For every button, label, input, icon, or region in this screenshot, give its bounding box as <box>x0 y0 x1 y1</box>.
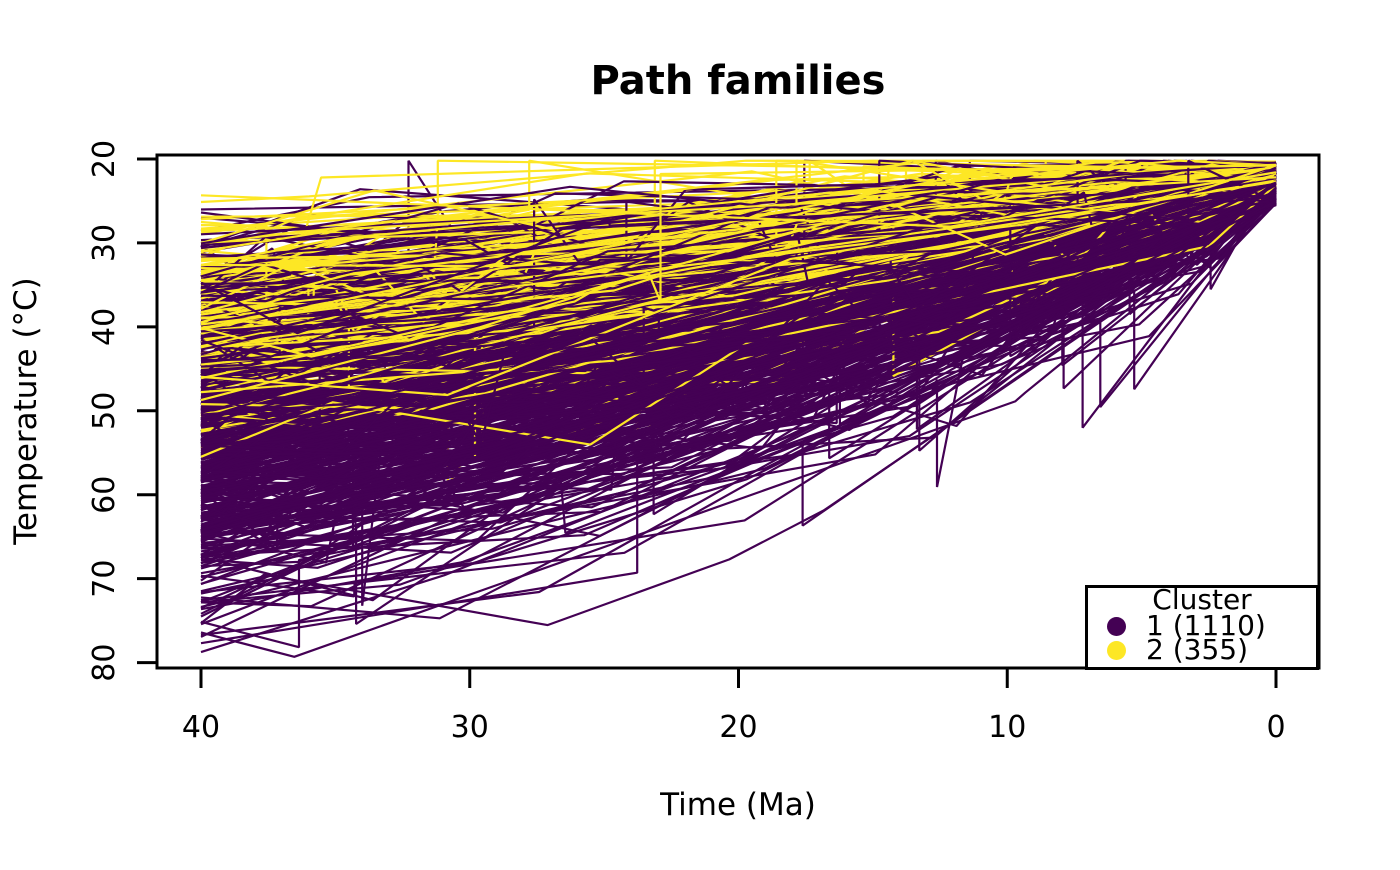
tT-path-cluster-1 <box>200 203 1277 526</box>
y-tick-label: 70 <box>87 560 122 598</box>
tT-path-cluster-1 <box>200 179 1277 493</box>
legend-item-cluster-1: 1 (1110) <box>1088 609 1316 642</box>
tT-path-cluster-2 <box>200 164 1277 402</box>
tT-path-cluster-1 <box>200 200 1277 374</box>
legend-item-cluster-2: 2 (355) <box>1088 633 1316 666</box>
tT-path-cluster-1 <box>200 195 1277 362</box>
tT-path-cluster-1 <box>200 181 1277 536</box>
tT-path-cluster-1 <box>200 197 1277 366</box>
tT-path-cluster-1 <box>200 182 1277 453</box>
tT-path-cluster-2 <box>200 159 1277 266</box>
x-tick-label: 30 <box>451 710 489 745</box>
tT-path-cluster-1 <box>200 171 1277 478</box>
tT-path-cluster-1 <box>200 179 1277 560</box>
x-tick-label: 0 <box>1266 710 1285 745</box>
tT-path-cluster-1 <box>200 184 1277 521</box>
legend-dot-cluster-1 <box>1107 616 1126 636</box>
tT-path-cluster-1 <box>200 195 1277 537</box>
legend-box: Cluster 1 (1110) 2 (355) <box>1085 585 1319 670</box>
tT-path-cluster-1 <box>200 190 1277 428</box>
tT-path-cluster-2 <box>200 182 1277 333</box>
y-tick-label: 40 <box>87 308 122 346</box>
tT-path-cluster-1 <box>200 183 1277 598</box>
legend-label-cluster-1: 1 (1110) <box>1146 609 1266 642</box>
tT-path-cluster-1 <box>200 169 1277 440</box>
legend-title: Cluster <box>1152 583 1252 616</box>
y-tick-label: 30 <box>87 224 122 262</box>
legend-label-cluster-2: 2 (355) <box>1146 633 1249 666</box>
tT-path-cluster-1 <box>200 185 1277 245</box>
tT-path-cluster-1 <box>200 159 1277 351</box>
tT-path-cluster-2 <box>200 176 1277 253</box>
x-tick-label: 10 <box>988 710 1026 745</box>
tT-path-cluster-1 <box>200 181 1277 416</box>
y-axis-label: Temperature (°C) <box>8 277 44 546</box>
tT-path-cluster-1 <box>200 187 1277 658</box>
y-tick-label: 80 <box>87 644 122 682</box>
tT-path-cluster-2 <box>200 163 1277 380</box>
tT-path-cluster-1 <box>200 181 1277 553</box>
y-tick-label: 60 <box>87 476 122 514</box>
legend-dot-cluster-2 <box>1107 640 1126 660</box>
path-lines-layer <box>200 159 1277 658</box>
x-tick-label: 40 <box>182 710 220 745</box>
tT-path-cluster-1 <box>200 191 1277 392</box>
y-tick-label: 50 <box>87 392 122 430</box>
tT-path-cluster-1 <box>200 166 1277 482</box>
x-axis-label: Time (Ma) <box>659 787 816 823</box>
tT-path-cluster-1 <box>200 203 1277 509</box>
tT-path-cluster-1 <box>200 182 1277 498</box>
tT-path-cluster-2 <box>200 171 1277 228</box>
tT-path-cluster-2 <box>200 180 1277 397</box>
tT-path-cluster-1 <box>200 198 1277 535</box>
tT-path-cluster-1 <box>200 177 1277 524</box>
tT-path-cluster-1 <box>200 201 1277 627</box>
tT-path-cluster-1 <box>200 195 1277 346</box>
tT-path-cluster-1 <box>200 185 1277 457</box>
chart-title: Path families <box>591 58 886 104</box>
axes-layer: 40 30 20 10 0 20 30 40 50 60 70 80 <box>87 140 1321 745</box>
tT-path-cluster-1 <box>200 189 1277 457</box>
x-tick-label: 20 <box>719 710 757 745</box>
tT-path-cluster-2 <box>200 166 1277 314</box>
y-tick-label: 20 <box>87 140 122 178</box>
